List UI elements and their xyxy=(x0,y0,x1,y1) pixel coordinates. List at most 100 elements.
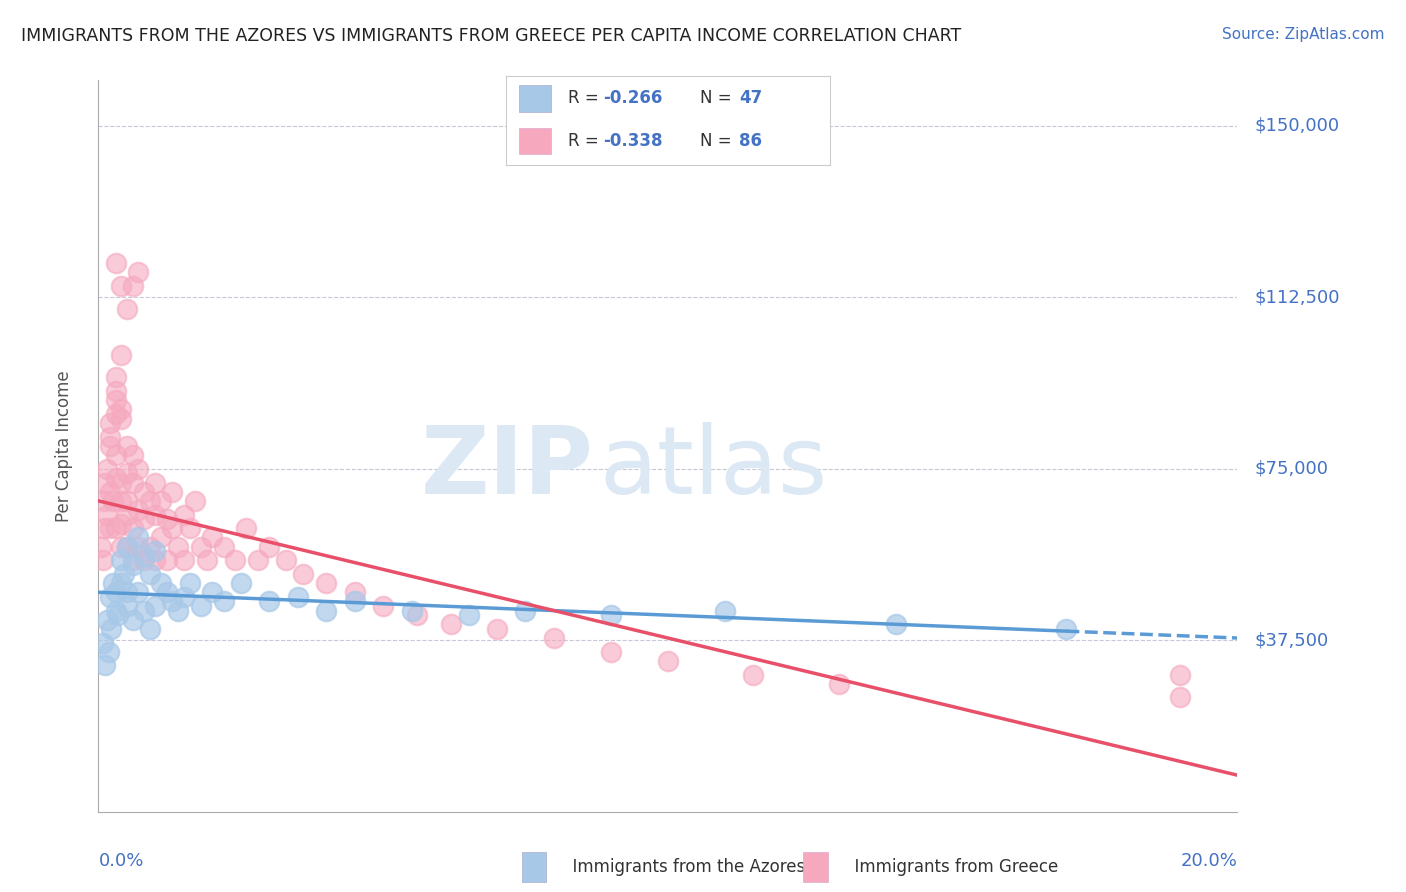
Point xyxy=(115,467,138,481)
Point xyxy=(179,576,201,591)
Text: atlas: atlas xyxy=(599,422,828,514)
Point xyxy=(150,576,173,591)
Point xyxy=(104,407,127,421)
Point xyxy=(235,521,257,535)
Point xyxy=(104,603,127,617)
Point xyxy=(828,676,851,690)
Point xyxy=(127,503,149,517)
Point xyxy=(98,590,121,604)
Point xyxy=(110,475,132,490)
Point xyxy=(167,603,190,617)
Point xyxy=(115,439,138,453)
Point xyxy=(110,540,132,554)
Point xyxy=(373,599,395,613)
Point xyxy=(224,553,246,567)
Point xyxy=(201,530,224,544)
Point xyxy=(486,622,509,636)
Bar xyxy=(519,128,551,154)
Text: 0.0%: 0.0% xyxy=(98,852,143,870)
Point xyxy=(110,402,132,417)
Point xyxy=(150,493,173,508)
Point xyxy=(115,508,138,522)
Point xyxy=(96,508,118,522)
Text: $150,000: $150,000 xyxy=(1254,117,1340,135)
Point xyxy=(173,590,195,604)
Point xyxy=(276,553,298,567)
Text: 20.0%: 20.0% xyxy=(1181,852,1237,870)
Point xyxy=(121,475,143,490)
Point xyxy=(94,475,117,490)
Text: $37,500: $37,500 xyxy=(1254,632,1329,649)
Text: N =: N = xyxy=(700,132,737,150)
Point xyxy=(110,279,132,293)
Point xyxy=(173,553,195,567)
Text: ZIP: ZIP xyxy=(420,422,593,514)
Point xyxy=(884,617,907,632)
Point xyxy=(91,635,114,649)
Point xyxy=(543,631,565,645)
Point xyxy=(145,599,167,613)
Point xyxy=(121,279,143,293)
Point xyxy=(115,585,138,599)
Point xyxy=(93,493,115,508)
Text: Per Capita Income: Per Capita Income xyxy=(55,370,73,522)
Point xyxy=(406,608,429,623)
Point xyxy=(121,613,143,627)
Point xyxy=(401,603,423,617)
Point xyxy=(742,667,765,681)
Point xyxy=(145,544,167,558)
Point xyxy=(259,540,281,554)
Text: 47: 47 xyxy=(740,89,762,107)
Point xyxy=(600,645,623,659)
Point xyxy=(107,608,129,623)
Point xyxy=(1056,622,1078,636)
Point xyxy=(201,585,224,599)
Point xyxy=(98,439,121,453)
Point xyxy=(315,576,337,591)
Point xyxy=(292,567,315,582)
Point xyxy=(121,521,143,535)
Point xyxy=(97,645,120,659)
Point xyxy=(162,521,184,535)
Point xyxy=(145,553,167,567)
Point xyxy=(457,608,479,623)
Point xyxy=(156,585,179,599)
Point xyxy=(121,558,143,572)
Text: IMMIGRANTS FROM THE AZORES VS IMMIGRANTS FROM GREECE PER CAPITA INCOME CORRELATI: IMMIGRANTS FROM THE AZORES VS IMMIGRANTS… xyxy=(21,27,962,45)
Point xyxy=(127,462,149,476)
Point xyxy=(104,585,127,599)
Point xyxy=(132,603,155,617)
Point xyxy=(127,530,149,544)
Point xyxy=(127,265,149,279)
Point xyxy=(104,370,127,384)
Point xyxy=(138,622,160,636)
Point xyxy=(184,493,207,508)
Point xyxy=(132,484,155,499)
Text: R =: R = xyxy=(568,132,603,150)
Point xyxy=(127,585,149,599)
Point xyxy=(115,540,138,554)
Point xyxy=(91,553,114,567)
Point xyxy=(110,576,132,591)
Point xyxy=(343,594,366,608)
Point xyxy=(145,475,167,490)
Point xyxy=(94,658,117,673)
Point xyxy=(104,384,127,398)
Point xyxy=(179,521,201,535)
Point xyxy=(138,493,160,508)
Point xyxy=(121,553,143,567)
Point xyxy=(115,493,138,508)
Point xyxy=(104,521,127,535)
Point xyxy=(600,608,623,623)
Point xyxy=(110,411,132,425)
Point xyxy=(657,654,679,668)
Point xyxy=(115,301,138,316)
Point xyxy=(110,553,132,567)
Text: Immigrants from Greece: Immigrants from Greece xyxy=(844,858,1057,876)
Point xyxy=(145,508,167,522)
Point xyxy=(98,484,121,499)
Point xyxy=(150,530,173,544)
Point xyxy=(96,462,118,476)
Text: $112,500: $112,500 xyxy=(1254,288,1340,307)
Text: -0.266: -0.266 xyxy=(603,89,662,107)
